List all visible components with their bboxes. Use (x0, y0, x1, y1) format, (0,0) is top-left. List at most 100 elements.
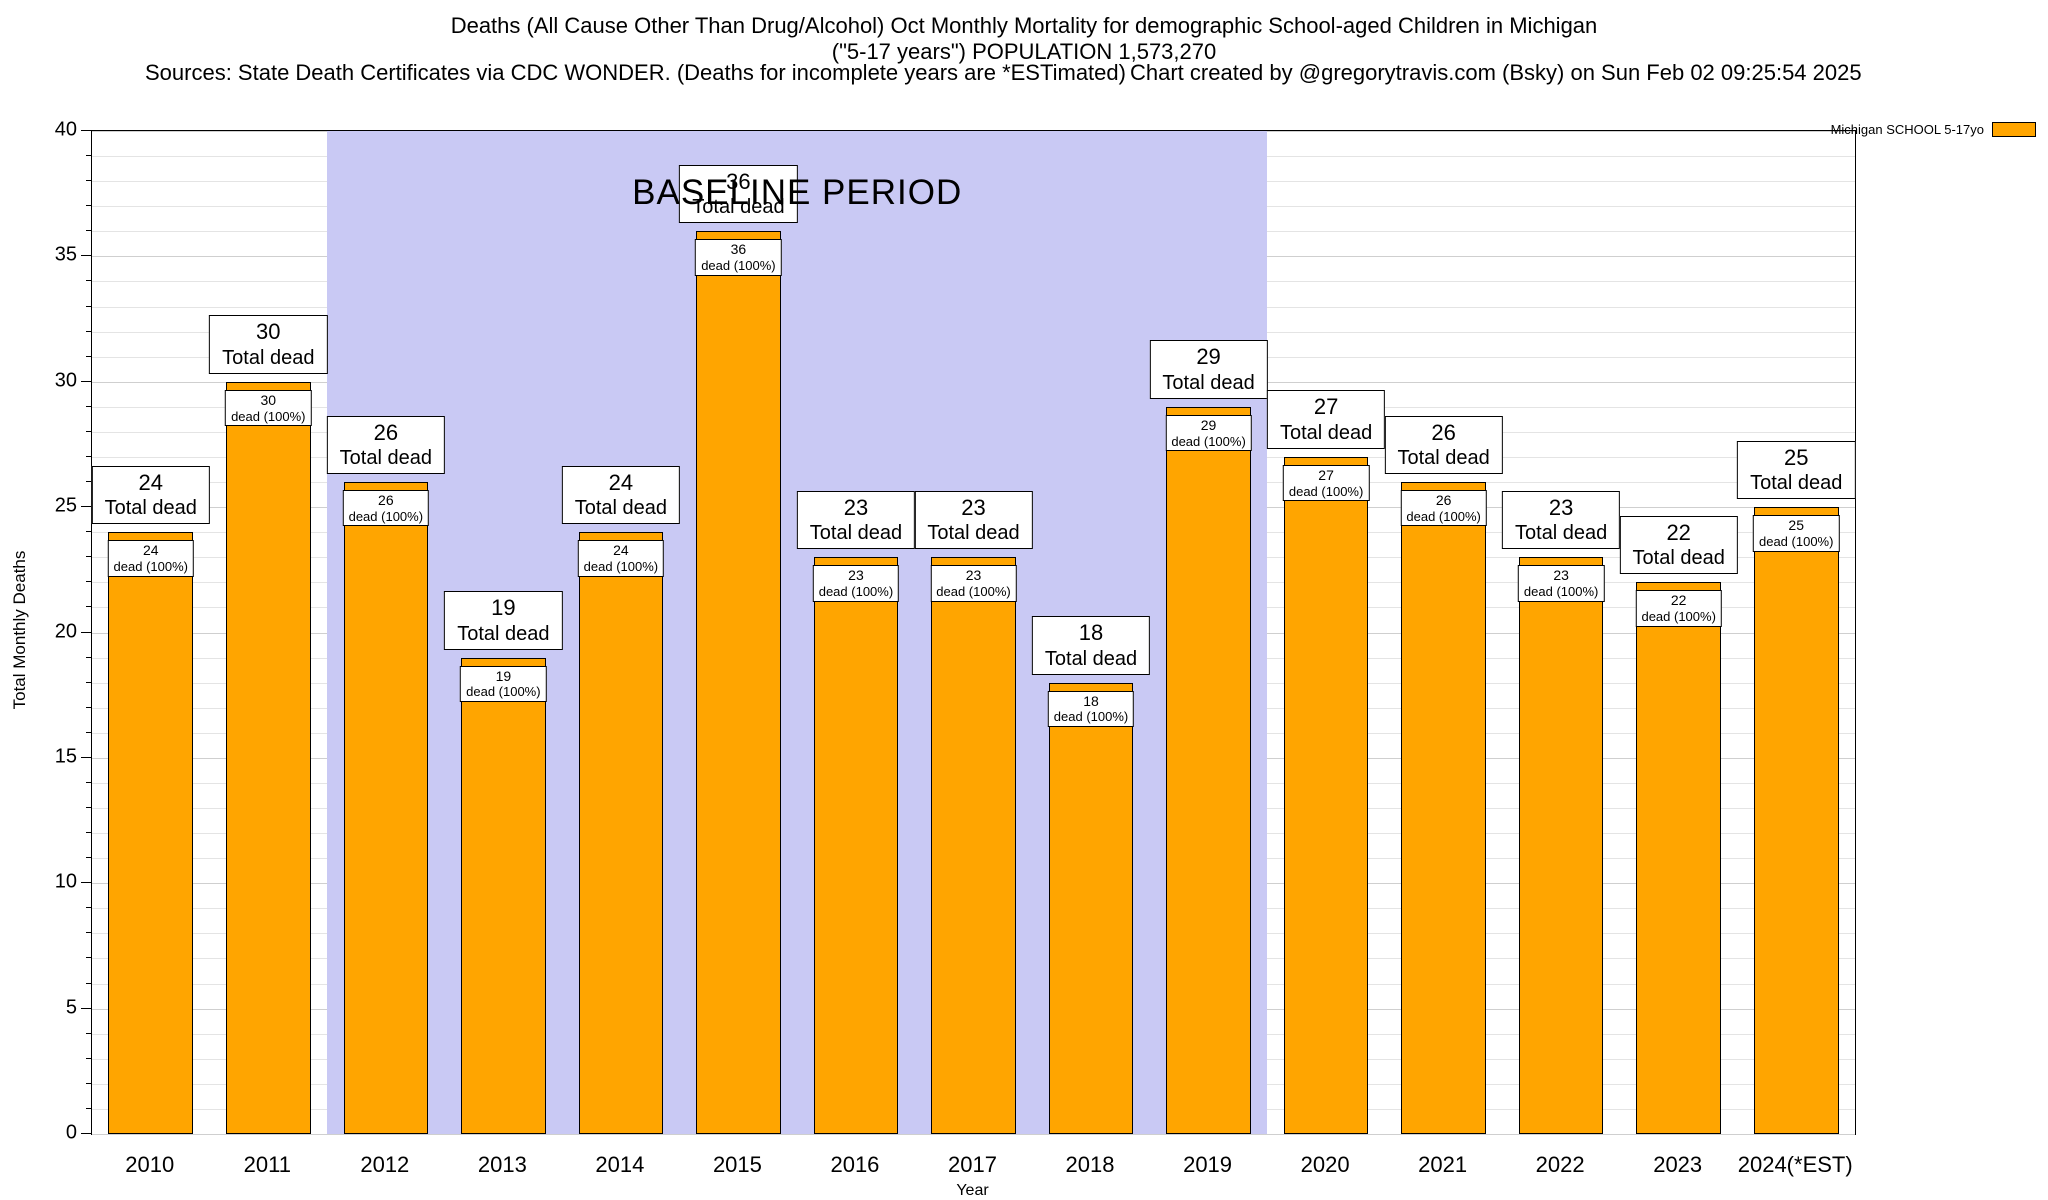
legend: Michigan SCHOOL 5-17yo (1831, 122, 2036, 137)
x-tick-label-2013: 2013 (477, 1152, 527, 1177)
bar-total-suffix: Total dead (1515, 522, 1608, 545)
y-tick-mark (81, 380, 91, 382)
y-tick-mark (81, 130, 91, 131)
bar-2015 (696, 231, 781, 1134)
bar-2023 (1636, 582, 1721, 1134)
bar-total-box-2020: 27 Total dead (1266, 390, 1386, 449)
bar-count-box-2014: 24 dead (100%) (577, 540, 665, 577)
bar-2013 (461, 657, 546, 1134)
bar-count-value: 27 (1318, 466, 1334, 483)
bar-count-box-2011: 30 dead (100%) (225, 389, 312, 427)
bar-count-suffix: dead (100%) (1523, 584, 1599, 600)
bar-count-suffix: dead (100%) (1171, 433, 1246, 449)
y-tick-mark (86, 155, 91, 157)
bar-total-value: 18 (1078, 620, 1104, 646)
bar-count-box-2015: 36 dead (100%) (695, 239, 782, 276)
baseline-period-label: BASELINE PERIOD (632, 173, 963, 212)
bar-count-value: 36 (730, 241, 747, 258)
x-tick-label-2011: 2011 (243, 1152, 291, 1177)
bar-count-suffix: dead (100%) (583, 558, 659, 574)
x-axis-label: Year (956, 1182, 989, 1199)
y-tick-mark (86, 230, 91, 232)
sources-note: Sources: State Death Certificates via CD… (145, 60, 1126, 85)
bar-count-value: 26 (378, 492, 394, 509)
bar-total-suffix: Total dead (104, 497, 197, 520)
y-tick-mark (86, 857, 91, 859)
bar-total-suffix: Total dead (1044, 647, 1138, 670)
bar-count-value: 19 (495, 667, 512, 684)
bar-total-box-2011: 30 Total dead (209, 315, 328, 374)
bar-count-suffix: dead (100%) (936, 584, 1011, 600)
bar-count-suffix: dead (100%) (113, 558, 188, 574)
y-tick-mark (86, 330, 91, 332)
bar-count-value: 25 (1788, 517, 1805, 534)
bar-total-box-2022: 23 Total dead (1502, 490, 1621, 550)
y-tick-mark (81, 756, 91, 758)
bar-count-value: 23 (848, 567, 864, 584)
bar-total-box-2015: 36 Total dead (679, 164, 798, 224)
x-tick-label-2019: 2019 (1183, 1152, 1233, 1177)
bar-2016 (813, 557, 899, 1134)
bar-count-box-2024(*EST): 25 dead (100%) (1752, 515, 1840, 552)
y-tick-mark (86, 355, 91, 357)
legend-swatch (1992, 122, 2036, 137)
bar-total-box-2012: 26 Total dead (326, 415, 445, 475)
y-tick-label: 20 (54, 620, 77, 642)
y-tick-mark (86, 982, 91, 984)
y-tick-mark (86, 305, 91, 307)
bar-count-value: 23 (965, 567, 982, 584)
bar-total-suffix: Total dead (1750, 472, 1843, 495)
y-tick-mark (86, 1057, 91, 1059)
bar-total-value: 23 (1548, 494, 1574, 520)
x-tick-label-2023: 2023 (1653, 1152, 1703, 1177)
bar-count-value: 24 (142, 542, 159, 559)
y-tick-label: 10 (54, 870, 77, 893)
y-tick-mark (86, 706, 91, 708)
bar-count-box-2012: 26 dead (100%) (342, 490, 430, 527)
bar-count-suffix: dead (100%) (1641, 609, 1716, 625)
bar-2018 (1048, 682, 1134, 1134)
bar-total-suffix: Total dead (1279, 421, 1373, 444)
y-tick-mark (86, 957, 91, 959)
y-tick-mark (86, 180, 91, 182)
legend-label: Michigan SCHOOL 5-17yo (1830, 122, 1984, 137)
bar-total-box-2013: 19 Total dead (444, 591, 563, 650)
bar-count-suffix: dead (100%) (818, 584, 894, 600)
bar-count-box-2016: 23 dead (100%) (812, 565, 900, 602)
y-tick-mark (86, 531, 91, 533)
bar-count-value: 18 (1083, 692, 1099, 709)
bar-2019 (1166, 406, 1251, 1134)
bar-total-suffix: Total dead (222, 346, 315, 369)
y-tick-mark (86, 1032, 91, 1034)
y-tick-label: 15 (54, 745, 77, 768)
credit-note: Chart created by @gregorytravis.com (Bsk… (1130, 60, 1862, 85)
y-tick-label: 40 (54, 118, 77, 141)
plot-area: BASELINE PERIOD 24 dead (100%) 24 Total dead… (91, 130, 1856, 1135)
y-tick-label: 35 (54, 243, 77, 266)
bar-count-box-2017: 23 dead (100%) (930, 565, 1017, 602)
bar-count-box-2021: 26 dead (100%) (1400, 490, 1487, 527)
bar-total-value: 24 (138, 469, 164, 495)
y-tick-mark (86, 606, 91, 608)
bar-total-box-2016: 23 Total dead (796, 490, 916, 550)
bar-total-value: 24 (608, 469, 634, 495)
y-tick-mark (81, 1007, 91, 1009)
y-tick-mark (86, 1082, 91, 1084)
chart-title-line2: ("5-17 years") POPULATION 1,573,270 (831, 39, 1217, 64)
y-tick-mark (86, 731, 91, 733)
bar-count-suffix: dead (100%) (466, 684, 541, 700)
x-tick-label-2017: 2017 (948, 1152, 997, 1177)
bar-total-suffix: Total dead (574, 497, 668, 520)
bar-2017 (931, 557, 1016, 1134)
x-tick-label-2022: 2022 (1535, 1152, 1585, 1177)
y-axis-label: Total Monthly Deaths (10, 550, 29, 710)
bar-2014 (578, 532, 664, 1134)
bar-2022 (1518, 557, 1604, 1134)
bar-count-suffix: dead (100%) (231, 408, 306, 424)
bar-total-value: 26 (373, 419, 399, 445)
y-tick-mark (86, 205, 91, 207)
bar-2024(*EST) (1753, 507, 1839, 1134)
bar-total-box-2019: 29 Total dead (1149, 340, 1268, 399)
y-tick-mark (81, 255, 91, 257)
bar-count-value: 24 (613, 542, 629, 559)
